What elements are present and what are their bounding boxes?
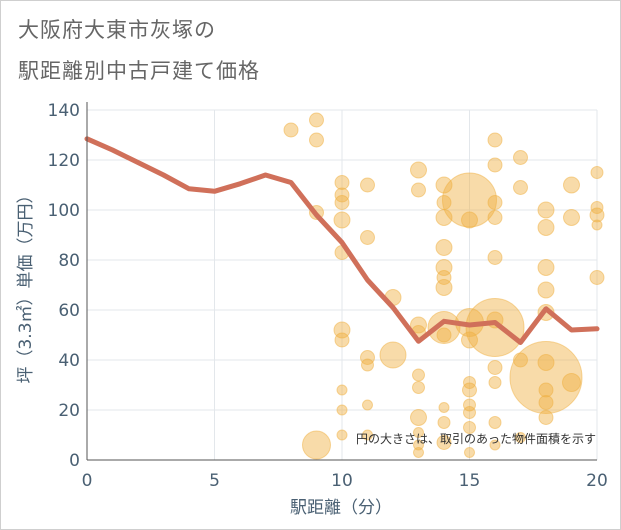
y-tick-label: 0 <box>69 451 80 471</box>
data-bubble <box>334 195 350 210</box>
data-bubble <box>362 429 373 441</box>
data-bubble <box>302 430 331 460</box>
y-tick-label: 80 <box>58 251 80 271</box>
data-bubble <box>410 409 427 426</box>
data-bubble <box>487 195 503 210</box>
data-bubble <box>513 150 528 165</box>
data-bubble <box>537 281 555 299</box>
data-bubble <box>362 399 373 411</box>
data-bubble <box>562 373 581 392</box>
data-bubble <box>515 432 526 443</box>
data-bubble <box>537 354 555 371</box>
data-bubble <box>589 270 605 285</box>
data-bubble <box>538 382 554 398</box>
y-tick-label: 140 <box>48 101 80 121</box>
data-bubble <box>435 239 453 256</box>
data-bubble <box>487 250 503 265</box>
data-bubble <box>438 402 450 413</box>
data-bubble <box>563 176 580 194</box>
y-axis-label: 坪（3.3㎡）単価（万円） <box>16 186 36 383</box>
data-bubble <box>461 331 478 349</box>
data-bubble <box>435 279 453 296</box>
chart-title-line2: 駅距離別中古戸建て価格 <box>18 59 260 83</box>
data-bubble <box>487 132 503 148</box>
data-bubble <box>436 435 452 450</box>
data-bubble <box>379 341 407 369</box>
data-bubble <box>360 350 375 365</box>
grid-lines <box>87 109 598 460</box>
data-bubble <box>411 182 426 198</box>
data-bubble <box>437 416 451 429</box>
data-bubble <box>412 368 425 382</box>
data-bubble <box>489 439 501 451</box>
data-bubble <box>463 406 476 419</box>
data-bubble <box>463 421 476 434</box>
x-tick-label: 10 <box>331 471 353 491</box>
data-bubble <box>410 161 427 179</box>
data-bubble <box>309 132 324 148</box>
data-bubble <box>360 230 375 245</box>
data-bubble <box>334 175 350 190</box>
data-bubble <box>488 376 502 389</box>
data-bubble <box>462 382 477 398</box>
data-bubble <box>413 447 424 458</box>
x-tick-label: 20 <box>586 471 608 491</box>
data-bubble <box>590 166 604 179</box>
data-bubble <box>513 180 528 195</box>
data-bubble <box>589 207 605 223</box>
data-bubble <box>412 381 425 394</box>
data-bubble <box>487 360 503 375</box>
data-bubble <box>360 177 375 193</box>
y-tick-label: 100 <box>48 201 80 221</box>
data-bubble <box>563 209 580 226</box>
data-bubble <box>464 447 475 458</box>
bubble-layer <box>283 112 605 460</box>
data-bubble <box>333 211 351 229</box>
y-tick-label: 120 <box>48 151 80 171</box>
data-bubble <box>283 122 299 138</box>
x-axis-label: 駅距離（分） <box>290 498 392 518</box>
data-bubble <box>461 211 478 229</box>
data-bubble <box>413 427 424 438</box>
y-tick-label: 20 <box>58 401 80 421</box>
data-bubble <box>361 358 374 372</box>
data-bubble <box>336 429 348 441</box>
data-bubble <box>509 341 583 414</box>
data-bubble <box>591 219 603 231</box>
data-bubble <box>538 410 554 425</box>
data-bubble <box>465 298 525 357</box>
data-bubble <box>435 176 453 194</box>
chart-title-line1: 大阪府大東市灰塚の <box>18 18 216 42</box>
average-price-line <box>84 136 600 345</box>
data-bubble <box>537 201 555 219</box>
data-bubble <box>436 270 452 285</box>
data-bubble <box>436 327 452 343</box>
x-tick-label: 15 <box>459 471 481 491</box>
data-bubble <box>336 404 348 416</box>
axes: 0 20 40 60 80 100 120 140 0 5 10 15 20 <box>48 101 608 491</box>
data-bubble <box>334 332 350 348</box>
data-bubble <box>487 157 503 173</box>
data-bubble <box>537 259 555 276</box>
data-bubble <box>309 112 324 128</box>
x-tick-label: 0 <box>82 471 93 491</box>
data-bubble <box>488 416 502 429</box>
data-bubble <box>537 219 555 236</box>
y-tick-label: 40 <box>58 351 80 371</box>
data-bubble <box>463 398 476 412</box>
line-layer <box>84 136 600 345</box>
size-note: 円の大きさは、取引のあった物件面積を示す <box>356 431 596 446</box>
data-bubble <box>442 172 497 228</box>
y-tick-label: 60 <box>58 301 80 321</box>
data-bubble <box>336 384 348 396</box>
data-bubble <box>538 395 554 410</box>
data-bubble <box>413 439 424 451</box>
x-tick-label: 5 <box>209 471 220 491</box>
data-bubble <box>487 210 503 225</box>
